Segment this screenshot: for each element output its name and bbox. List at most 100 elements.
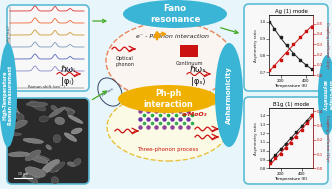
Text: Continuum: Continuum	[175, 61, 203, 66]
Title: B1g (1) mode: B1g (1) mode	[273, 101, 309, 107]
Text: ℏωᵢ: ℏωᵢ	[60, 64, 75, 74]
FancyBboxPatch shape	[244, 4, 328, 91]
Ellipse shape	[39, 116, 48, 122]
Text: Anharmonicity: Anharmonicity	[226, 66, 232, 124]
Text: |φᵢ⟩: |φᵢ⟩	[61, 77, 75, 85]
Text: Raman shift (cm⁻¹): Raman shift (cm⁻¹)	[29, 85, 65, 89]
Text: Ph-ph
interaction: Ph-ph interaction	[143, 89, 193, 109]
Ellipse shape	[25, 167, 45, 177]
Point	[303, 64, 309, 67]
Ellipse shape	[35, 155, 49, 161]
Text: Three-phonon process: Three-phonon process	[137, 146, 199, 152]
Ellipse shape	[26, 102, 47, 106]
Point	[291, 52, 296, 55]
Ellipse shape	[68, 115, 83, 123]
Text: Line-shape
asymmetry: Line-shape asymmetry	[322, 80, 332, 110]
Text: α-MoO₃: α-MoO₃	[182, 112, 208, 116]
Ellipse shape	[23, 138, 43, 143]
Point	[299, 128, 304, 131]
FancyBboxPatch shape	[244, 97, 328, 184]
Ellipse shape	[51, 177, 58, 184]
Y-axis label: Coupling coefficient (1/q²): Coupling coefficient (1/q²)	[325, 22, 329, 69]
Point	[304, 121, 309, 124]
Point	[293, 135, 299, 138]
Point	[304, 119, 309, 122]
Text: Normalized Intensity (a.u.): Normalized Intensity (a.u.)	[7, 25, 11, 73]
Y-axis label: Asymmetry ratio: Asymmetry ratio	[254, 29, 258, 62]
Ellipse shape	[17, 113, 24, 122]
Point	[297, 36, 302, 39]
Point	[278, 36, 284, 39]
Text: e⁻ - Phonon interaction: e⁻ - Phonon interaction	[136, 35, 209, 40]
Ellipse shape	[8, 152, 30, 157]
Ellipse shape	[27, 168, 46, 176]
Point	[267, 20, 272, 23]
Text: High-Temperature
Raman measurement: High-Temperature Raman measurement	[3, 65, 13, 125]
Point	[285, 44, 290, 47]
Ellipse shape	[55, 117, 65, 125]
Point	[297, 59, 302, 62]
Point	[272, 27, 277, 30]
Point	[278, 147, 283, 150]
Ellipse shape	[123, 0, 227, 28]
Point	[267, 160, 273, 163]
Point	[272, 64, 277, 67]
Title: Ag (1) mode: Ag (1) mode	[275, 9, 307, 14]
Ellipse shape	[30, 156, 48, 163]
Ellipse shape	[8, 105, 18, 113]
Point	[303, 29, 309, 32]
Point	[309, 114, 315, 117]
Point	[289, 141, 294, 144]
Ellipse shape	[5, 133, 22, 136]
Ellipse shape	[8, 107, 21, 118]
Text: ℏωₛ: ℏωₛ	[190, 64, 206, 74]
Ellipse shape	[46, 145, 51, 150]
Ellipse shape	[64, 133, 77, 141]
Point	[293, 131, 299, 134]
Point	[283, 147, 289, 150]
Point	[267, 69, 272, 72]
Ellipse shape	[30, 101, 46, 111]
Text: 10 μm: 10 μm	[18, 172, 28, 176]
Ellipse shape	[0, 43, 17, 147]
Point	[310, 67, 315, 70]
Ellipse shape	[51, 163, 59, 172]
Point	[273, 154, 278, 157]
Ellipse shape	[107, 93, 229, 161]
Ellipse shape	[215, 43, 243, 147]
Point	[283, 142, 289, 145]
Point	[289, 137, 294, 140]
Bar	[180, 45, 198, 57]
Ellipse shape	[318, 55, 332, 135]
Point	[299, 124, 304, 127]
Text: Optical
phonon: Optical phonon	[116, 56, 134, 67]
Ellipse shape	[106, 22, 234, 100]
Ellipse shape	[22, 171, 32, 178]
Ellipse shape	[73, 159, 81, 166]
Text: photon: photon	[101, 87, 115, 97]
Ellipse shape	[53, 135, 61, 143]
Ellipse shape	[50, 162, 65, 173]
Text: |φₛ⟩: |φₛ⟩	[191, 77, 206, 85]
Y-axis label: Asymmetry ratio: Asymmetry ratio	[254, 122, 258, 155]
Ellipse shape	[67, 110, 74, 116]
Point	[291, 43, 296, 46]
FancyBboxPatch shape	[7, 5, 89, 91]
Y-axis label: Coupling coefficient (1/q²): Coupling coefficient (1/q²)	[325, 115, 329, 162]
Ellipse shape	[25, 150, 41, 161]
Text: Fano
resonance: Fano resonance	[150, 4, 200, 24]
Point	[285, 51, 290, 54]
Point	[310, 25, 315, 28]
Ellipse shape	[71, 128, 82, 134]
Ellipse shape	[67, 162, 76, 167]
Ellipse shape	[25, 168, 40, 178]
Ellipse shape	[25, 173, 38, 183]
FancyBboxPatch shape	[7, 98, 89, 184]
Ellipse shape	[10, 120, 27, 129]
X-axis label: Temperature (K): Temperature (K)	[275, 84, 308, 88]
Point	[278, 58, 284, 61]
Point	[278, 153, 283, 156]
Ellipse shape	[49, 107, 65, 117]
X-axis label: Temperature (K): Temperature (K)	[275, 177, 308, 181]
Ellipse shape	[64, 108, 75, 113]
